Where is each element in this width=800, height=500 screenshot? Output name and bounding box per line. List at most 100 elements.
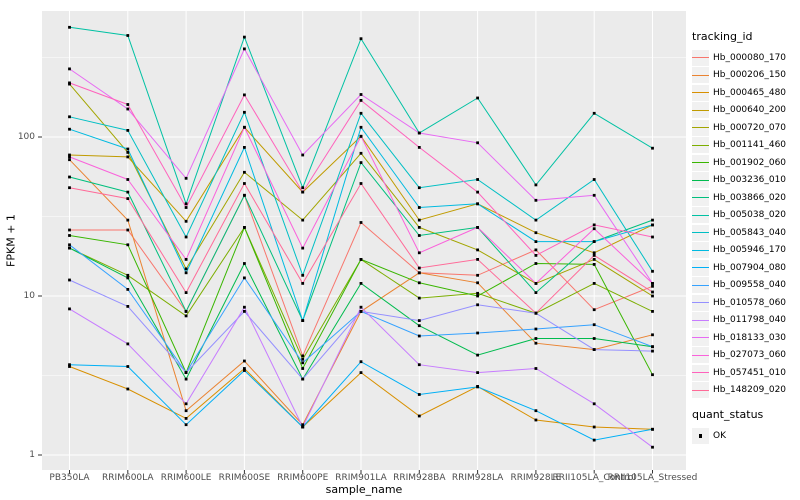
legend-item: Hb_007904_080 xyxy=(692,259,800,277)
legend-key-line-icon xyxy=(692,329,709,346)
data-point xyxy=(592,323,596,327)
data-point xyxy=(534,409,538,413)
legend-item: Hb_011798_040 xyxy=(692,312,800,330)
data-point xyxy=(359,310,363,313)
legend-title: tracking_id xyxy=(692,30,753,43)
data-point xyxy=(651,310,654,313)
data-point xyxy=(126,342,130,346)
data-point xyxy=(592,240,596,243)
data-point xyxy=(359,182,363,185)
legend-item: Hb_148209_020 xyxy=(692,382,800,400)
data-point xyxy=(126,155,130,159)
data-point xyxy=(184,291,188,294)
data-point xyxy=(301,273,305,277)
data-point xyxy=(243,125,246,129)
data-point xyxy=(359,371,363,374)
x-tick-label: RRIM901LA xyxy=(335,473,387,483)
legend: tracking_id Hb_000080_170 Hb_000206_150 Hb… xyxy=(692,30,800,445)
data-point xyxy=(534,341,538,345)
x-tick-label: PB350LA xyxy=(49,473,90,483)
legend-key-line-icon xyxy=(692,347,709,364)
data-point xyxy=(417,206,421,209)
legend-item-label: Hb_007904_080 xyxy=(713,262,787,273)
data-point xyxy=(68,175,71,179)
legend-item: Hb_003236_010 xyxy=(692,172,800,190)
data-point xyxy=(534,231,538,235)
legend-item-label: Hb_000640_200 xyxy=(713,105,787,116)
legend-item: Hb_000720_070 xyxy=(692,119,800,137)
data-point xyxy=(417,271,421,275)
panel-background xyxy=(42,11,686,470)
legend-item-label: Hb_009558_040 xyxy=(713,280,787,291)
data-point xyxy=(476,248,479,252)
data-point xyxy=(243,93,246,97)
legend-item: Hb_000080_170 xyxy=(692,49,800,67)
x-tick-label: RRIM600LE xyxy=(160,473,212,483)
data-point xyxy=(184,402,188,406)
data-point xyxy=(184,314,188,318)
data-point xyxy=(417,393,421,396)
data-point xyxy=(184,409,188,413)
data-point xyxy=(534,311,538,315)
data-point xyxy=(243,305,246,309)
data-point xyxy=(126,276,130,280)
legend-item-label: Hb_011798_040 xyxy=(713,315,787,326)
x-tick-label: RRII105LA_Stressed xyxy=(607,473,698,483)
data-point xyxy=(534,240,538,243)
data-point xyxy=(359,360,363,364)
data-point xyxy=(534,282,538,285)
x-tick-label: RRIM600PE xyxy=(277,473,329,483)
data-point xyxy=(592,254,596,257)
data-point xyxy=(243,310,246,313)
data-point xyxy=(651,218,654,222)
data-point xyxy=(359,125,363,129)
data-point xyxy=(592,111,596,115)
data-point xyxy=(417,234,421,237)
legend-key-line-icon xyxy=(692,84,709,101)
data-point xyxy=(417,186,421,190)
data-point xyxy=(184,235,188,239)
data-point xyxy=(417,296,421,300)
data-point xyxy=(592,308,596,312)
data-point xyxy=(476,294,479,298)
data-point xyxy=(359,282,363,285)
x-axis-title: sample_name xyxy=(325,483,403,496)
legend-item: Hb_057451_010 xyxy=(692,364,800,382)
data-point xyxy=(651,445,654,449)
data-point xyxy=(592,193,596,197)
data-point xyxy=(184,377,188,381)
data-point xyxy=(359,221,363,224)
x-tick-label: RRIM928LA xyxy=(451,473,504,483)
data-point xyxy=(592,438,596,442)
data-point xyxy=(126,197,130,200)
data-point xyxy=(68,158,71,162)
data-point xyxy=(476,273,479,277)
data-point xyxy=(476,303,479,307)
data-point xyxy=(126,151,130,154)
data-point xyxy=(534,254,538,257)
legend-item-label: Hb_003236_010 xyxy=(713,175,787,186)
data-point xyxy=(651,269,654,273)
data-point xyxy=(359,161,363,164)
data-point xyxy=(476,331,479,335)
data-point xyxy=(126,34,130,37)
data-point xyxy=(243,367,246,370)
data-point xyxy=(651,223,654,227)
data-point xyxy=(651,373,654,377)
data-point xyxy=(184,271,188,275)
data-point xyxy=(126,387,130,391)
data-point xyxy=(359,37,363,41)
data-point xyxy=(301,377,305,381)
data-point xyxy=(417,226,421,229)
data-point xyxy=(476,226,479,229)
legend-item-label: Hb_000206_150 xyxy=(713,70,787,81)
data-point xyxy=(184,219,188,223)
data-point xyxy=(68,243,71,247)
data-point xyxy=(243,226,246,229)
y-tick-label: 100 xyxy=(17,131,35,142)
data-point xyxy=(68,246,71,250)
data-point xyxy=(301,361,305,365)
data-point xyxy=(359,134,363,138)
